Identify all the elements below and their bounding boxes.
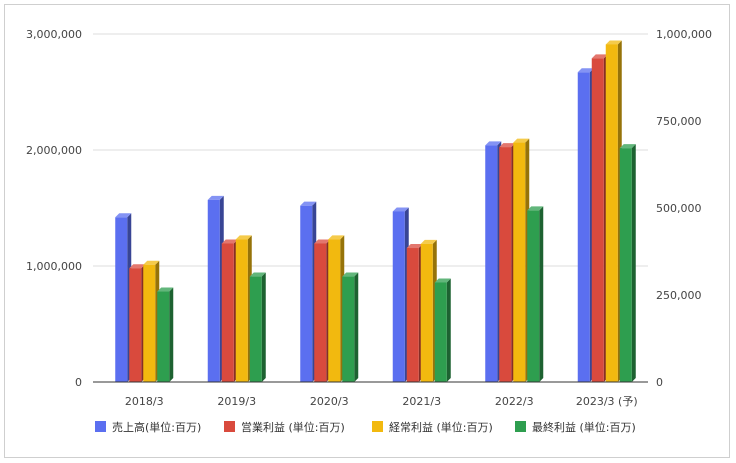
legend-swatch — [515, 421, 526, 432]
right-axis-tick-label: 750,000 — [656, 115, 702, 128]
legend-swatch — [95, 421, 106, 432]
left-axis-tick-label: 3,000,000 — [26, 28, 82, 41]
bar — [157, 291, 170, 382]
bar-top — [249, 272, 266, 277]
left-axis-tick-label: 2,000,000 — [26, 144, 82, 157]
bar-top — [314, 239, 331, 244]
bar-top — [143, 260, 160, 265]
bar-top — [115, 213, 132, 218]
category-label: 2023/3 (予) — [576, 395, 638, 408]
bar — [485, 145, 498, 382]
bar-top — [392, 207, 409, 212]
bar-side — [354, 272, 359, 382]
bar — [392, 211, 405, 382]
legend-label: 経常利益 (単位:百万) — [389, 420, 493, 434]
bar — [143, 264, 156, 382]
bar — [300, 205, 313, 382]
bar — [207, 199, 220, 382]
bar — [577, 72, 590, 382]
category-label: 2022/3 — [495, 395, 534, 408]
bar — [434, 282, 447, 382]
bar — [527, 210, 540, 382]
bar-top — [499, 143, 516, 148]
bar-side — [631, 144, 636, 382]
bar-top — [207, 195, 224, 200]
bar-side — [261, 272, 266, 382]
category-label: 2019/3 — [217, 395, 256, 408]
bar-top — [577, 68, 594, 73]
bar — [235, 239, 248, 382]
bar-top — [221, 239, 238, 244]
bar-top — [406, 244, 423, 249]
bar — [406, 248, 419, 382]
bar-top — [328, 235, 345, 240]
bar — [605, 44, 618, 382]
bar-top — [420, 239, 437, 244]
left-axis-tick-label: 1,000,000 — [26, 260, 82, 273]
bar — [619, 148, 632, 382]
bar-top — [157, 287, 174, 292]
bar — [342, 276, 355, 382]
legend-label: 最終利益 (単位:百万) — [532, 420, 636, 434]
bar-top — [605, 40, 622, 45]
bar-top — [235, 235, 252, 240]
category-label: 2021/3 — [402, 395, 441, 408]
legend-swatch — [224, 421, 235, 432]
bar — [328, 239, 341, 382]
bar-top — [513, 138, 530, 143]
bar — [115, 217, 128, 382]
bar — [591, 58, 604, 383]
legend-label: 営業利益 (単位:百万) — [241, 420, 345, 434]
right-axis-tick-label: 1,000,000 — [656, 28, 712, 41]
legend-swatch — [372, 421, 383, 432]
bar-top — [300, 201, 317, 206]
bar-top — [434, 278, 451, 283]
bar-top — [342, 272, 359, 277]
bar-top — [591, 54, 608, 59]
bar-side — [446, 278, 451, 382]
bar-top — [129, 264, 146, 269]
category-label: 2020/3 — [310, 395, 349, 408]
category-label: 2018/3 — [125, 395, 164, 408]
right-axis-tick-label: 0 — [656, 376, 663, 389]
bar-top — [485, 141, 502, 146]
bar-top — [619, 144, 636, 149]
bar-top — [527, 206, 544, 211]
right-axis-tick-label: 250,000 — [656, 289, 702, 302]
right-axis-tick-label: 500,000 — [656, 202, 702, 215]
legend-label: 売上高(単位:百万) — [112, 420, 201, 434]
bar-side — [169, 287, 174, 382]
bar — [513, 142, 526, 382]
left-axis-tick-label: 0 — [75, 376, 82, 389]
bar — [249, 276, 262, 382]
bar-side — [539, 206, 544, 382]
bar — [221, 243, 234, 382]
bar — [499, 147, 512, 382]
bar — [420, 243, 433, 382]
bar — [314, 243, 327, 382]
bar — [129, 268, 142, 382]
